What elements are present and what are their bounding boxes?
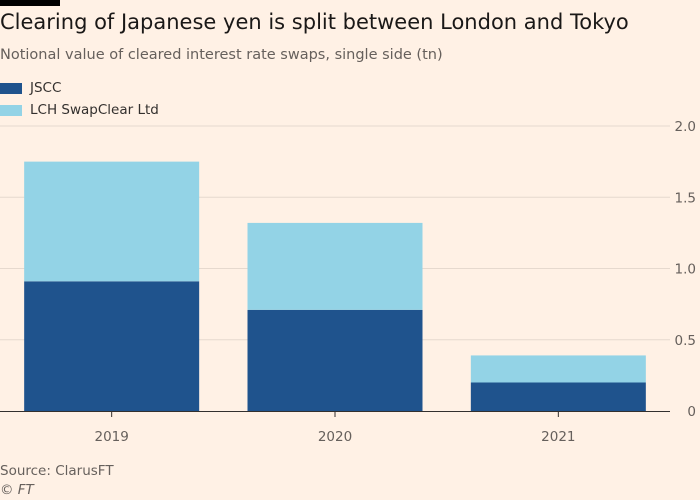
bar-jscc (24, 281, 200, 411)
legend-item-jscc: JSCC (0, 77, 159, 99)
bar-lch (470, 355, 646, 383)
x-tick-label: 2019 (94, 429, 128, 445)
source-note: Source: ClarusFT (0, 463, 114, 479)
legend-label-jscc: JSCC (30, 80, 62, 96)
bar-lch (247, 222, 423, 310)
credit-note: © FT (0, 482, 34, 498)
axes: 0 0.5 1.0 1.5 2.0 2019 2020 2021 (0, 119, 696, 445)
y-tick-label: 2.0 (675, 119, 696, 135)
chart-subtitle: Notional value of cleared interest rate … (0, 47, 443, 63)
legend-swatch-lch (0, 104, 22, 116)
y-tick-label: 1.5 (675, 190, 696, 206)
bar-lch (24, 161, 200, 282)
legend-item-lch: LCH SwapClear Ltd (0, 99, 159, 121)
legend-label-lch: LCH SwapClear Ltd (30, 102, 159, 118)
y-tick-label: 0.5 (675, 333, 696, 349)
legend-swatch-jscc (0, 82, 22, 94)
y-tick-label: 1.0 (675, 262, 696, 278)
x-tick-label: 2020 (318, 429, 352, 445)
bar-jscc (247, 309, 423, 411)
bars (24, 161, 646, 411)
bar-jscc (470, 382, 646, 411)
x-tick-label: 2021 (541, 429, 575, 445)
y-tick-label: 0 (687, 404, 696, 420)
chart-title: Clearing of Japanese yen is split betwee… (0, 10, 629, 34)
legend: JSCC LCH SwapClear Ltd (0, 77, 159, 121)
brand-bar (0, 0, 60, 6)
